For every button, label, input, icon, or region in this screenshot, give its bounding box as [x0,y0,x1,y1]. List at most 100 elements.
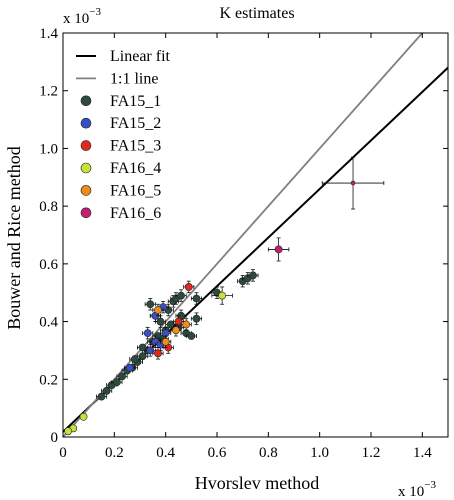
series-fa16-5 [152,303,192,348]
data-point-fa15-3 [172,315,185,328]
marker [102,386,111,395]
y-tick-label: 1.2 [39,84,58,100]
marker [154,349,162,358]
y-tick-label: 0.4 [39,315,58,331]
marker [138,343,147,352]
marker [154,306,162,314]
x-tick-labels: 0 0.2 0.4 0.6 0.8 1.0 1.2 1.4 [59,445,432,461]
data-point-fa15-3 [152,347,164,360]
marker [97,392,106,401]
y-tick-label: 1.4 [39,26,58,42]
series-fa15-1 [95,269,259,401]
legend-marker [80,207,92,219]
1-1-line-line [62,32,424,438]
x-exponent-power: −3 [424,479,436,491]
legend-label: FA16_6 [110,205,161,222]
data-point-fa16-5 [170,324,182,337]
legend-label: FA16_5 [110,182,161,199]
legend-label: FA15_2 [110,115,161,132]
x-tick-label: 1.0 [310,445,329,461]
y-tick-label: 0.6 [39,257,58,273]
marker [174,317,183,326]
marker [146,346,155,355]
data-point-fa15-2 [124,363,136,372]
legend-label: FA15_3 [110,138,161,155]
series-fa16-6 [267,156,385,262]
series-fa15-3 [152,280,195,360]
data-point-fa15-1 [95,392,108,401]
marker [143,329,152,338]
data-point-fa15-1 [111,378,123,387]
marker [350,180,356,186]
legend: Linear fit 1:1 line FA15_1 FA15_2 FA15_3 FA16… [76,48,171,222]
x-tick-label: 0.4 [156,445,175,461]
x-tick-label: 0.6 [208,445,227,461]
x-tick-label: 0.2 [105,445,124,461]
legend-marker [80,95,92,107]
marker [130,355,139,363]
data-point-fa15-1 [185,332,197,340]
data-point-fa15-1 [116,372,128,381]
y-tick-label: 0.2 [39,372,58,388]
x-axis-label: Hvorslev method [195,473,319,493]
y-tick-label: 1.0 [39,141,58,157]
data-point-fa16-5 [180,318,192,331]
series-fa16-4 [64,286,233,436]
y-tick-labels: 0 0.2 0.4 0.6 0.8 1.0 1.2 1.4 [39,26,58,446]
x-tick-label: 1.2 [362,445,381,461]
data-point-fa15-1 [247,269,259,282]
marker [192,314,201,323]
marker [113,378,121,387]
x-tick-label: 0.8 [259,445,278,461]
legend-label: FA15_1 [110,93,161,110]
data-point-fa15-1 [190,292,203,305]
marker [156,317,165,326]
marker [125,363,134,372]
data-point-fa15-1 [190,312,203,325]
marker [187,332,196,340]
plot-area-frame [62,32,449,438]
legend-marker [80,140,92,151]
y-tick-label: 0.8 [39,199,58,215]
data-point-fa16-4 [64,427,73,436]
y-exponent-label: x 10−3 [63,6,101,27]
data-point-fa15-1 [144,298,156,311]
marker [172,326,180,335]
y-exponent-base: x 10 [63,11,89,27]
data-points [64,156,385,436]
marker [64,427,73,436]
y-axis-label: Bouwer and Rice method [4,146,24,329]
marker [192,294,201,303]
y-tick-label: 0 [51,430,59,446]
data-point-fa15-2 [144,344,156,357]
y-exponent-power: −3 [89,6,101,18]
marker [79,412,88,421]
legend-marker [80,117,92,129]
marker [146,300,155,309]
legend-marker [80,185,92,196]
marker [118,372,126,381]
marker [218,291,227,300]
marker [274,245,283,254]
x-exponent-base: x 10 [398,484,424,500]
data-point-fa16-5 [152,303,164,317]
legend-marker [80,162,92,174]
data-point-fa15-2 [142,326,154,340]
legend-label: 1:1 line [110,70,158,87]
marker [249,271,257,280]
data-point-fa15-1 [137,343,149,352]
data-point-fa16-4 [211,286,233,305]
data-point-fa15-1 [101,386,113,395]
x-exponent-label: x 10−3 [398,479,436,500]
data-point-fa15-1 [175,289,187,302]
data-point-fa16-6 [267,237,290,262]
chart-title: K estimates [219,5,294,22]
marker [161,337,170,346]
data-point-fa15-3 [183,280,195,294]
data-point-fa16-5 [160,335,172,348]
data-point-fa15-1 [129,355,141,363]
marker [182,320,191,329]
legend-label: FA16_4 [110,160,161,177]
data-point-fa16-4 [79,412,88,421]
